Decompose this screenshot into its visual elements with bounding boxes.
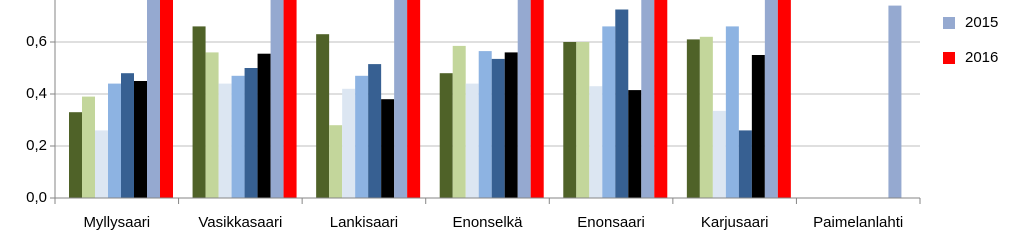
- y-tick-label: 0,2: [26, 137, 47, 154]
- bar: [147, 0, 160, 198]
- bar: [576, 42, 590, 198]
- bar: [602, 26, 616, 198]
- bar: [465, 83, 479, 198]
- bar: [257, 53, 271, 198]
- bar: [134, 81, 147, 198]
- legend-swatch: [943, 17, 955, 29]
- bar: [615, 9, 629, 198]
- bar: [407, 0, 421, 198]
- x-tick-label: Enonselkä: [452, 214, 523, 231]
- bar: [316, 34, 330, 198]
- x-tick-label: Vasikkasaari: [198, 214, 282, 231]
- bar: [504, 52, 518, 198]
- bar: [777, 0, 791, 198]
- bar: [368, 64, 382, 198]
- bar: [82, 96, 95, 198]
- bar: [738, 130, 752, 198]
- x-tick-label: Myllysaari: [83, 214, 150, 231]
- bar: [69, 112, 82, 198]
- bar: [355, 75, 369, 198]
- bar: [452, 45, 466, 198]
- bar: [764, 0, 778, 198]
- x-tick-label: Karjusaari: [701, 214, 769, 231]
- bar: [283, 0, 297, 198]
- bar: [751, 55, 765, 198]
- bar: [270, 0, 284, 198]
- legend-label: 2015: [965, 14, 998, 31]
- legend-swatch: [943, 52, 955, 64]
- bar: [517, 0, 531, 198]
- bar: [95, 130, 108, 198]
- bar: [394, 0, 408, 198]
- bar: [712, 110, 726, 198]
- bar: [192, 26, 206, 198]
- bar: [563, 42, 577, 198]
- bar: [381, 99, 395, 198]
- bar: [725, 26, 739, 198]
- bar: [439, 73, 453, 198]
- bar: [888, 5, 902, 198]
- bar: [589, 86, 603, 198]
- x-tick-label: Lankisaari: [330, 214, 398, 231]
- bar: [699, 36, 713, 198]
- bar: [121, 73, 134, 198]
- x-tick-label: Enonsaari: [577, 214, 645, 231]
- bar: [231, 75, 245, 198]
- y-tick-label: 0,4: [26, 85, 47, 102]
- bar: [218, 83, 232, 198]
- y-tick-label: 0,0: [26, 189, 47, 206]
- bar: [654, 0, 668, 198]
- bar: [491, 58, 505, 198]
- bar: [244, 68, 258, 198]
- bars: [69, 0, 902, 198]
- bar: [108, 83, 121, 198]
- axes: 0,0 0,2 0,4 0,6 Myllysaari Vasikkasaari Lankis…: [26, 0, 998, 231]
- bar: [686, 39, 700, 198]
- bar: [641, 0, 655, 198]
- legend-label: 2016: [965, 49, 998, 66]
- y-tick-label: 0,6: [26, 33, 47, 50]
- bar: [478, 51, 492, 198]
- bar: [205, 52, 219, 198]
- bar: [628, 90, 642, 198]
- bar: [530, 0, 544, 198]
- x-tick-label: Paimelanlahti: [813, 214, 903, 231]
- bar: [342, 88, 356, 198]
- bar: [160, 0, 173, 198]
- bar: [329, 125, 343, 198]
